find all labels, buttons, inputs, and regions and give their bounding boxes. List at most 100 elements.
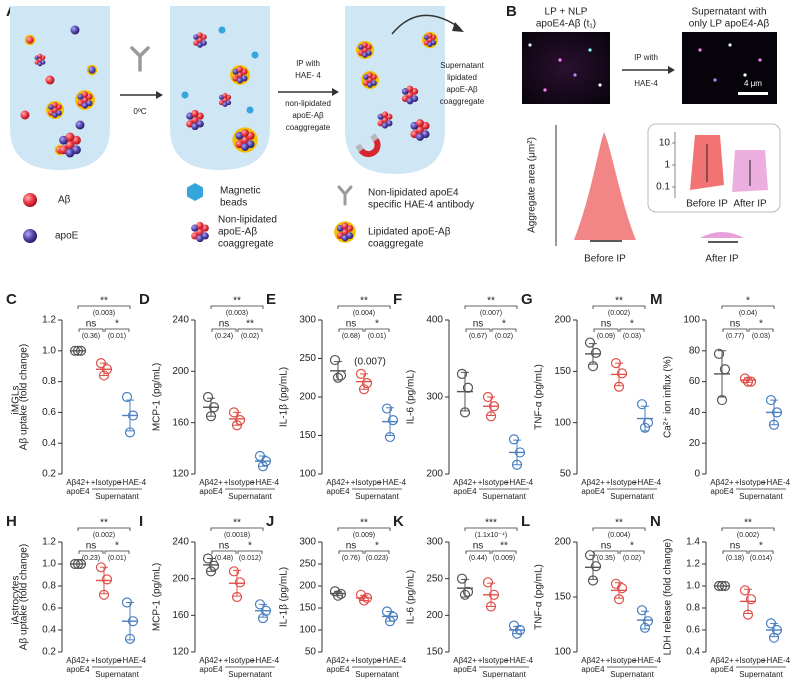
error-bar (100, 566, 108, 595)
x-category: apoE4 (199, 665, 223, 674)
x-category: apoE4 (326, 665, 350, 674)
cluster-particle (341, 222, 349, 230)
x-category: Aβ42+ (581, 478, 605, 487)
cluster-particle (65, 140, 75, 150)
significance-mark: ** (744, 518, 752, 529)
legend-icon (334, 221, 356, 243)
p-value: (0.77) (726, 333, 744, 340)
y-axis-label: Ca²⁺ ion influx (%) (663, 356, 674, 438)
image-caption: only LP apoE4-Aβ (689, 19, 770, 30)
group-label: Supernatant (228, 670, 272, 679)
x-category: +Isotype (224, 478, 255, 487)
significance-bracket (237, 550, 263, 554)
significance-mark: ** (233, 296, 241, 307)
significance-mark: * (759, 541, 763, 552)
y-tick-label: 60 (689, 376, 701, 387)
particle (86, 64, 98, 76)
panel-letter: G (521, 291, 533, 308)
data-point (616, 583, 628, 594)
image-caption: LP + NLP (545, 7, 588, 18)
significance-bracket (464, 527, 518, 531)
y-axis-label: IL-1β (pg/mL) (279, 367, 290, 427)
significance-bracket (619, 328, 645, 332)
y-tick-label: 100 (299, 469, 316, 480)
cluster-particle (81, 102, 89, 109)
row-label: iMGLs (11, 386, 22, 415)
y-axis-label: Aβ uptake (fold change) (19, 344, 30, 450)
image-caption: apoE4-Aβ (t₁) (536, 19, 596, 30)
x-category: +HAE-4 (633, 478, 662, 487)
p-value: (0.004) (608, 532, 630, 539)
significance-bracket (722, 328, 748, 332)
legend-icon (337, 185, 353, 206)
p-value: (0.03) (623, 333, 641, 340)
cluster-particle (191, 109, 199, 118)
significance-bracket (593, 328, 619, 332)
cluster-particle (416, 133, 424, 141)
x-category: +HAE-4 (378, 656, 407, 665)
data-point (745, 594, 757, 605)
x-category: Aβ42+ (66, 656, 90, 665)
significance-mark: ** (500, 541, 508, 552)
panel-letter: F (393, 291, 402, 308)
significance-bracket (104, 550, 130, 554)
cluster-particle (406, 85, 414, 93)
significance-mark: ns (730, 319, 741, 330)
step-label: HAE- 4 (295, 71, 321, 80)
error-bar (259, 455, 267, 467)
group-label: Supernatant (95, 670, 139, 679)
inset-tick-label: 1 (664, 160, 670, 171)
p-value: (0.009) (353, 532, 375, 539)
particle (70, 25, 80, 35)
data-point (713, 348, 725, 359)
x-category: +Isotype (91, 656, 122, 665)
y-tick-label: 0 (694, 469, 700, 480)
error-bar (641, 610, 649, 630)
significance-mark: ** (615, 296, 623, 307)
error-bar (641, 405, 649, 432)
cluster-particle (197, 37, 203, 43)
x-category: +HAE-4 (118, 478, 147, 487)
p-value: (0.023) (366, 555, 388, 562)
panel-letter: L (521, 513, 530, 530)
step-label: HAE-4 (634, 79, 658, 88)
x-category: Before IP (584, 254, 626, 265)
x-category: +HAE-4 (251, 478, 280, 487)
error-bar (360, 373, 368, 390)
x-category: +Isotype (351, 656, 382, 665)
significance-bracket (465, 550, 491, 554)
x-category: Aβ42+ (710, 478, 734, 487)
group-label: Supernatant (95, 492, 139, 501)
significance-bracket (593, 550, 619, 554)
p-value: (0.002) (93, 532, 115, 539)
data-point (636, 605, 648, 616)
y-tick-label: 100 (683, 315, 700, 326)
significance-mark: * (375, 319, 379, 330)
cluster-particle (196, 228, 204, 236)
supernatant-label: Supernatant (440, 61, 484, 70)
cluster-particle (236, 77, 244, 84)
significance-mark: * (746, 296, 750, 307)
particle (45, 75, 55, 85)
p-value: (0.03) (752, 333, 770, 340)
supernatant-label: coaggregate (440, 97, 485, 106)
significance-bracket (465, 328, 491, 332)
significance-mark: ** (487, 296, 495, 307)
p-value: (0.02) (495, 333, 513, 340)
y-tick-label: 0.6 (42, 603, 56, 614)
y-tick-label: 200 (172, 573, 189, 584)
group-label: Supernatant (355, 670, 399, 679)
p-value: (0.76) (342, 555, 360, 562)
y-tick-label: 1.0 (42, 559, 56, 570)
panel-letter: C (6, 291, 17, 308)
cluster-particle (52, 102, 58, 108)
cluster-particle (191, 122, 199, 131)
legend-label: Aβ (58, 195, 71, 206)
speck (598, 83, 602, 87)
data-point (208, 560, 220, 571)
y-tick-label: 120 (172, 647, 189, 658)
significance-bracket (211, 328, 237, 332)
supernatant-label: lipidated (447, 73, 477, 82)
data-point (739, 585, 751, 596)
significance-mark: ns (346, 541, 357, 552)
